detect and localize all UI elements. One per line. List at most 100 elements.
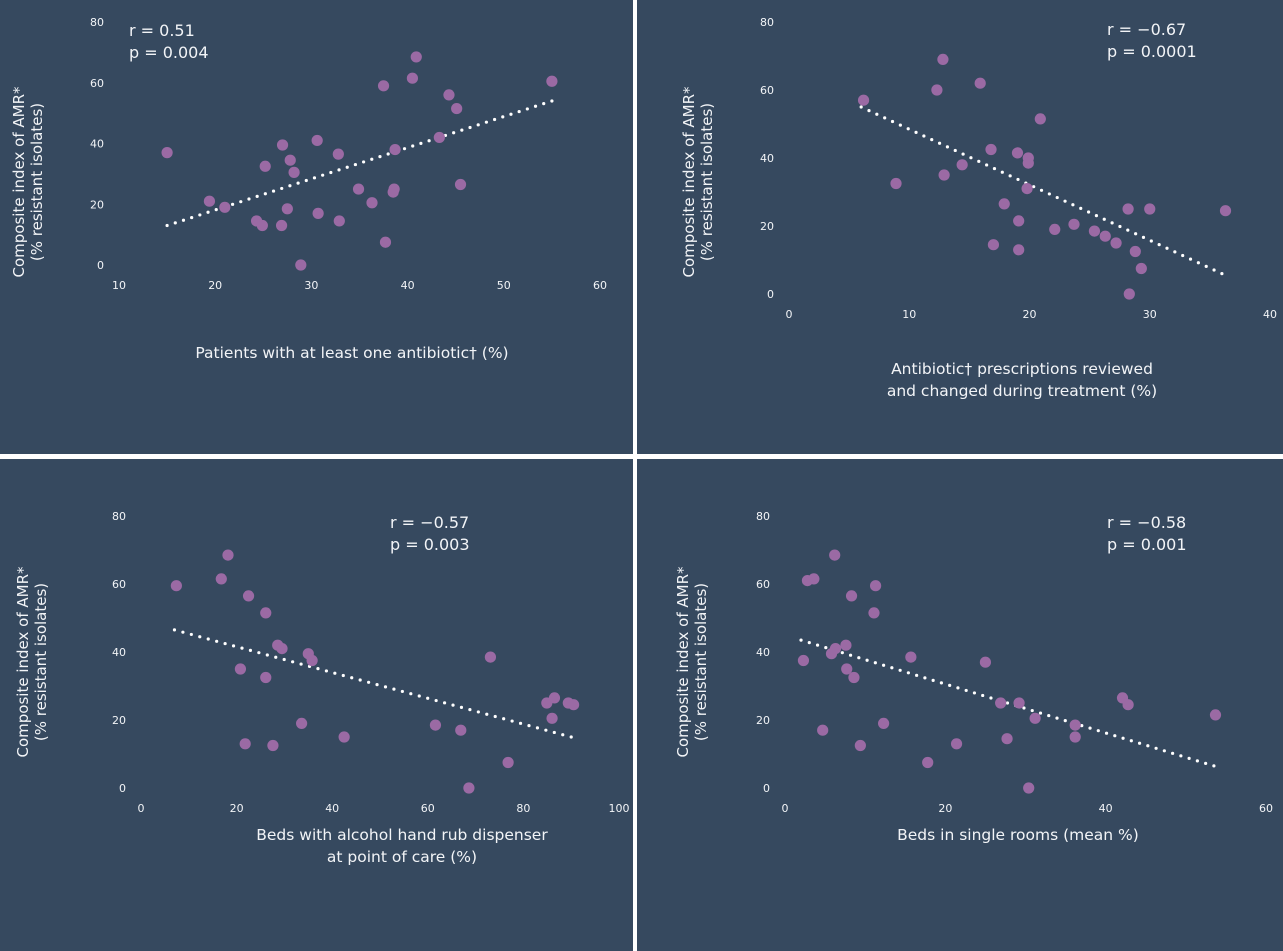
scatter-point [366, 197, 378, 209]
scatter-point [869, 580, 882, 592]
y-tick-label: 60 [760, 84, 774, 97]
x-tick-label: 20 [1023, 308, 1037, 321]
scatter-point [1110, 237, 1122, 249]
trendline-dot [274, 655, 278, 659]
scatter-point [845, 590, 858, 602]
trendline-dot [476, 710, 480, 714]
scatter-point [260, 607, 272, 619]
y-tick-label: 40 [90, 138, 104, 151]
scatter-point [311, 134, 323, 147]
trendline-dot [840, 651, 844, 655]
x-tick-label: 0 [786, 308, 793, 321]
scatter-point [974, 77, 986, 89]
trendline-dot [493, 714, 497, 719]
scatter-point [548, 692, 561, 704]
trendline-dot [282, 657, 286, 662]
trendline-dot [304, 178, 308, 183]
correlation-r-label: r = 0.51 [129, 21, 195, 40]
trendline-dot [400, 689, 404, 694]
trendline-dot [535, 726, 540, 730]
trendline-dot [240, 646, 244, 650]
x-tick-label: 10 [902, 308, 916, 321]
trendline-dot [419, 141, 423, 145]
correlation-r-label: r = −0.57 [390, 513, 469, 532]
trendline-dot [271, 189, 276, 193]
y-tick-label: 80 [112, 510, 126, 523]
trendline-dot [329, 170, 333, 175]
scatter-point [1001, 733, 1013, 745]
correlation-r-label: r = −0.67 [1107, 20, 1186, 39]
y-axis-title: Composite index of AMR*(% resistant isol… [674, 566, 710, 757]
trendline-dot [468, 125, 472, 130]
scatter-point [890, 177, 902, 190]
trendline-dot [1171, 751, 1175, 755]
trendline-dot [939, 681, 944, 685]
trendline-dot [815, 643, 820, 647]
trendline-dot [1204, 264, 1208, 268]
trendline-dot [316, 667, 320, 671]
scatter-point [1069, 731, 1081, 743]
trendline-dot [561, 733, 565, 737]
trendline-dot [1005, 701, 1010, 705]
scatter-point [922, 756, 934, 769]
trendline-dot [280, 186, 284, 191]
scatter-point [377, 80, 390, 92]
scatter-point [429, 719, 442, 731]
scatter-point [276, 643, 288, 655]
scatter-point [1013, 697, 1025, 709]
y-tick-label: 80 [756, 510, 770, 523]
x-tick-label: 60 [1259, 802, 1273, 815]
x-tick-label: 60 [593, 279, 607, 292]
scatter-point [808, 573, 820, 585]
scatter-point [306, 654, 318, 667]
y-tick-label: 60 [756, 578, 770, 591]
trendline-dot [350, 676, 354, 680]
scatter-point [840, 639, 852, 651]
x-tick-label: 40 [1263, 308, 1277, 321]
scatter-point [281, 203, 293, 215]
trendline-dot [1080, 724, 1084, 728]
scatter-point [1122, 699, 1134, 711]
trendline-dot [1096, 729, 1100, 733]
chart-panel-2: 0 20 40 60 80 0 10 20 30 40 Composite index of AMR… [680, 16, 1277, 400]
trendline-dot [923, 676, 927, 680]
scatter-point [215, 573, 227, 585]
trendline-dot [337, 168, 341, 172]
scatter-point [410, 51, 422, 63]
trendline-dot [890, 119, 895, 124]
trendline-dot [517, 109, 521, 114]
scatter-point [451, 102, 463, 115]
scatter-point [878, 717, 890, 730]
trendline-dot [341, 673, 345, 678]
scatter-point [222, 549, 234, 561]
trendline-dot [906, 127, 910, 131]
trendline-dot [569, 735, 573, 739]
scatter-point [260, 671, 272, 684]
trendline-dot [484, 120, 489, 124]
x-tick-label: 0 [138, 802, 145, 815]
trendline-dot [442, 701, 447, 705]
trendline-dot [1134, 232, 1138, 236]
trendline-dot [1162, 749, 1166, 753]
trendline-dot [1038, 711, 1043, 715]
y-tick-label: 20 [756, 714, 770, 727]
trendline-dot [411, 144, 415, 148]
y-tick-label: 20 [112, 714, 126, 727]
scatter-point [938, 169, 950, 181]
horizontal-divider [0, 454, 1283, 459]
trendline-dot [375, 682, 379, 687]
trendline-dot [206, 637, 210, 641]
p-value-label: p = 0.004 [129, 43, 209, 62]
scatter-point [219, 201, 231, 213]
trendline-dot [451, 703, 455, 707]
scatter-point [295, 259, 307, 271]
trendline-dot [1157, 243, 1161, 247]
scatter-point [443, 89, 455, 101]
scatter-point [296, 717, 308, 730]
scatter-point [288, 166, 300, 178]
y-tick-label: 0 [119, 782, 126, 795]
trendline-dot [873, 661, 877, 665]
trendline-dot [165, 223, 169, 228]
trendline-dot [1165, 246, 1169, 250]
y-axis-title: Composite index of AMR*(% resistant isol… [10, 86, 46, 277]
